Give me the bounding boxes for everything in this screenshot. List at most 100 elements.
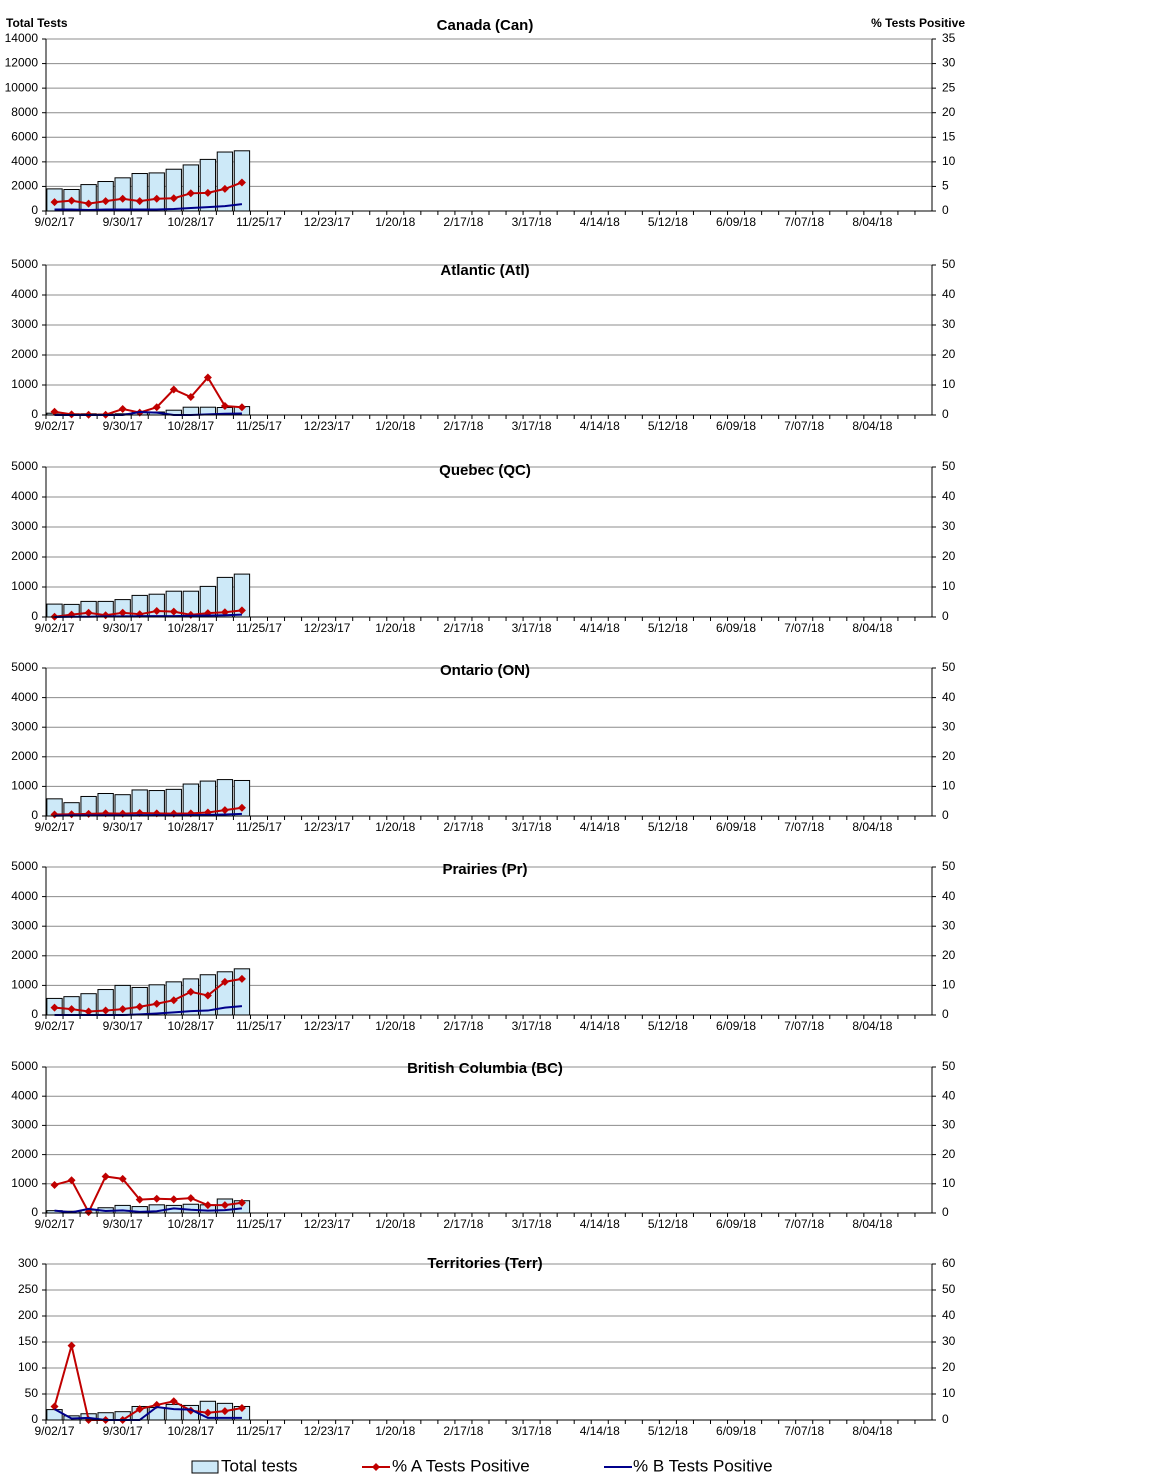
marker	[220, 184, 229, 193]
x-tick-label: 10/28/17	[167, 621, 214, 635]
bar	[131, 173, 148, 212]
marker	[135, 1405, 144, 1414]
y-tick-label: 3000	[11, 1118, 38, 1132]
marker	[169, 385, 178, 394]
y-tick-label: 300	[18, 1256, 38, 1270]
y2-tick-label: 50	[942, 1282, 956, 1296]
x-tick-label: 9/02/17	[34, 1217, 74, 1231]
marker	[186, 393, 195, 401]
marker	[169, 996, 178, 1005]
x-tick-label: 5/12/18	[648, 1424, 688, 1438]
x-tick-label: 12/23/17	[304, 1217, 351, 1231]
legend-label: % A Tests Positive	[392, 1456, 530, 1475]
y-tick-label: 5000	[11, 459, 38, 473]
y2-tick-label: 50	[942, 1059, 956, 1073]
y-tick-label: 0	[31, 407, 38, 421]
y-tick-label: 150	[18, 1334, 38, 1348]
y-tick-label: 200	[18, 1308, 38, 1322]
x-tick-label: 7/07/18	[784, 621, 824, 635]
y2-tick-label: 40	[942, 287, 956, 301]
x-tick-label: 6/09/18	[716, 1217, 756, 1231]
y2-tick-label: 40	[942, 489, 956, 503]
marker	[152, 194, 161, 203]
y-tick-label: 2000	[11, 749, 38, 763]
marker	[203, 991, 212, 1000]
y-tick-label: 2000	[11, 347, 38, 361]
x-tick-label: 5/12/18	[648, 419, 688, 433]
x-tick-label: 4/14/18	[580, 621, 620, 635]
x-tick-label: 4/14/18	[580, 1217, 620, 1231]
y2-tick-label: 20	[942, 1360, 956, 1374]
x-tick-label: 2/17/18	[443, 419, 483, 433]
marker	[118, 1174, 127, 1183]
x-tick-label: 9/30/17	[103, 1424, 143, 1438]
x-tick-label: 12/23/17	[304, 1019, 351, 1033]
x-tick-label: 1/20/18	[375, 1019, 415, 1033]
marker	[50, 1402, 59, 1411]
y-tick-label: 3000	[11, 519, 38, 533]
marker	[169, 1397, 178, 1406]
x-tick-label: 7/07/18	[784, 820, 824, 834]
line	[54, 1405, 242, 1421]
y2-axis-label: % Tests Positive	[871, 16, 965, 30]
x-tick-label: 11/25/17	[236, 1217, 282, 1231]
y2-tick-label: 20	[942, 1147, 956, 1161]
chart-title: Prairies (Pr)	[442, 861, 527, 878]
y-tick-label: 5000	[11, 859, 38, 873]
marker	[152, 999, 161, 1008]
chart-title: Ontario (ON)	[440, 662, 530, 679]
x-tick-label: 1/20/18	[375, 1424, 415, 1438]
y2-tick-label: 0	[942, 1007, 949, 1021]
y-tick-label: 5000	[11, 1059, 38, 1073]
marker	[84, 608, 93, 617]
y-tick-label: 4000	[11, 154, 38, 168]
y-tick-label: 0	[31, 808, 38, 822]
legend-label: Total tests	[221, 1456, 298, 1475]
x-tick-label: 9/30/17	[103, 621, 143, 635]
marker	[135, 1002, 144, 1011]
chart-title: Atlantic (Atl)	[440, 262, 529, 279]
chart-title: Quebec (QC)	[439, 462, 531, 479]
x-tick-label: 4/14/18	[580, 215, 620, 229]
x-tick-label: 12/23/17	[304, 621, 351, 635]
y2-tick-label: 10	[942, 1176, 956, 1190]
y2-tick-label: 0	[942, 1412, 949, 1426]
y2-tick-label: 20	[942, 347, 956, 361]
bar	[182, 164, 199, 212]
marker	[135, 1195, 144, 1204]
legend-label: % B Tests Positive	[633, 1456, 773, 1475]
y-tick-label: 3000	[11, 317, 38, 331]
x-tick-label: 11/25/17	[236, 1019, 282, 1033]
x-tick-label: 9/30/17	[103, 419, 143, 433]
y2-tick-label: 40	[942, 1308, 956, 1322]
y-tick-label: 1000	[11, 579, 38, 593]
marker	[220, 1407, 229, 1416]
y2-tick-label: 30	[942, 519, 956, 533]
y2-tick-label: 40	[942, 889, 956, 903]
bar	[182, 978, 199, 1016]
y2-tick-label: 30	[942, 1118, 956, 1132]
marker	[169, 1195, 178, 1204]
marker	[50, 407, 59, 416]
x-tick-label: 8/04/18	[852, 621, 892, 635]
x-tick-label: 12/23/17	[304, 419, 351, 433]
y2-tick-label: 0	[942, 407, 949, 421]
y2-tick-label: 0	[942, 808, 949, 822]
y2-tick-label: 20	[942, 105, 956, 119]
x-tick-label: 9/30/17	[103, 1217, 143, 1231]
marker	[203, 373, 212, 382]
y2-tick-label: 10	[942, 377, 956, 391]
marker	[50, 1003, 59, 1012]
x-tick-label: 10/28/17	[167, 820, 214, 834]
marker	[67, 196, 76, 205]
x-tick-label: 8/04/18	[852, 1217, 892, 1231]
y-tick-label: 4000	[11, 1088, 38, 1102]
y2-tick-label: 60	[942, 1256, 956, 1270]
y2-tick-label: 20	[942, 948, 956, 962]
marker	[67, 1005, 76, 1014]
y2-tick-label: 50	[942, 257, 956, 271]
marker	[186, 987, 195, 996]
x-tick-label: 2/17/18	[443, 215, 483, 229]
